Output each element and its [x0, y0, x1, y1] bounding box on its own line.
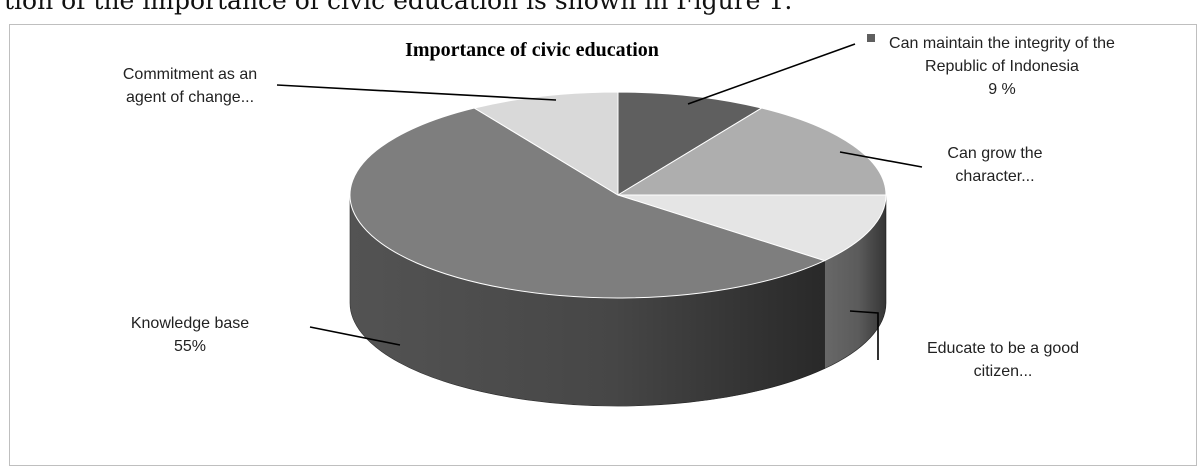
slice-label-4: Commitment as an agent of change...: [123, 66, 257, 106]
pie-slice-3: [349, 107, 826, 299]
legend-marker-0: [867, 34, 875, 42]
pie-slice-0: [617, 91, 763, 196]
caption-text: tion of the importance of civic educatio…: [4, 0, 793, 15]
slice-label-line: citizen...: [974, 363, 1033, 380]
slice-label-line: Educate to be a good: [927, 340, 1079, 357]
slice-label-line: Can grow the: [947, 145, 1042, 162]
pie-side-shade-3: [350, 195, 825, 406]
slice-label-line: agent of change...: [126, 89, 254, 106]
leader-line-3: [309, 326, 401, 346]
leader-line-4: [276, 84, 557, 101]
slice-label-line: 55%: [174, 338, 206, 355]
leader-line-0: [687, 43, 856, 105]
slice-label-3: Knowledge base 55%: [131, 315, 249, 355]
slice-label-line: character...: [955, 168, 1034, 185]
slice-label-line: Knowledge base: [131, 315, 249, 332]
leader-line-1: [839, 151, 923, 168]
pie-side-shade-2: [824, 195, 886, 369]
chart-title: Importance of civic education: [405, 39, 659, 61]
pie-slice-1: [616, 107, 887, 196]
slice-label-2: Educate to be a good citizen...: [927, 340, 1079, 380]
slice-label-line: Can maintain the integrity of the: [889, 35, 1115, 52]
chart-frame: Importance of civic education Can mainta…: [9, 24, 1197, 466]
leader-line-2: [849, 310, 879, 360]
pie-chart: Importance of civic education Can mainta…: [123, 34, 1115, 407]
slice-label-1: Can grow the character...: [947, 145, 1042, 185]
pie-slice-4: [473, 91, 619, 196]
slice-label-line: Republic of Indonesia: [925, 58, 1079, 75]
pie-slice-2: [617, 194, 887, 262]
slice-label-0: Can maintain the integrity of the Republi…: [889, 35, 1115, 98]
slice-label-line: Commitment as an: [123, 66, 257, 83]
slice-label-line: 9 %: [988, 81, 1016, 98]
